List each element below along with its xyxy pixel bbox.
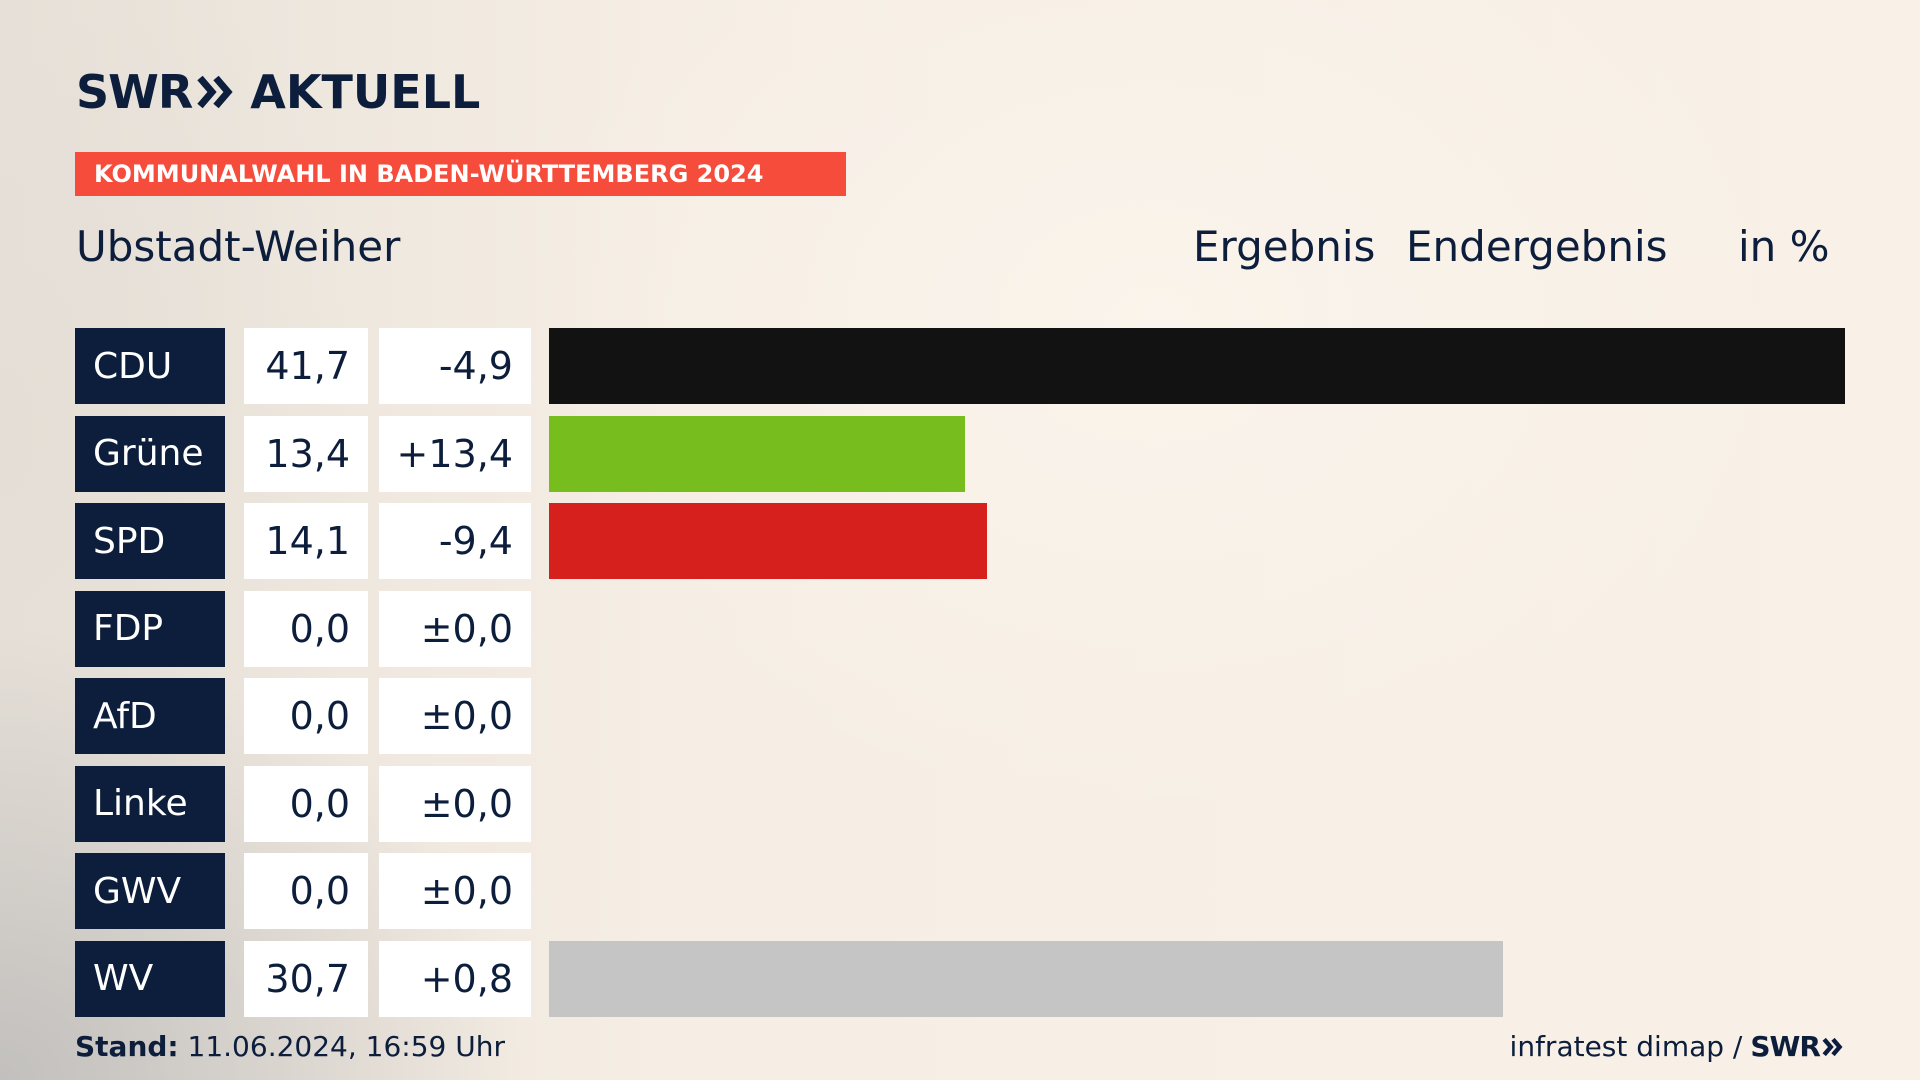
- party-label: WV: [75, 940, 225, 1017]
- result-row: SPD 14,1 -9,4: [0, 503, 1920, 579]
- footer-swr-logo: SWR: [1750, 1030, 1821, 1063]
- result-row: Linke 0,0 ±0,0: [0, 765, 1920, 842]
- result-value: 30,7: [244, 940, 368, 1017]
- party-label: GWV: [75, 853, 225, 929]
- result-value: 0,0: [244, 590, 368, 667]
- place-title: Ubstadt-Weiher: [76, 222, 401, 271]
- result-diff: +0,8: [379, 940, 531, 1017]
- footer-stand: Stand: 11.06.2024, 16:59 Uhr: [75, 1030, 505, 1063]
- header-result: Ergebnis: [1193, 222, 1376, 271]
- result-diff: +13,4: [379, 415, 531, 492]
- result-bar: [549, 415, 966, 492]
- result-row: FDP 0,0 ±0,0: [0, 590, 1920, 667]
- logo-aktuell-text: AKTUELL: [250, 65, 481, 119]
- result-diff: ±0,0: [379, 853, 531, 929]
- party-label: SPD: [75, 503, 225, 579]
- party-label: Linke: [75, 765, 225, 842]
- party-label: FDP: [75, 590, 225, 667]
- stand-label: Stand:: [75, 1030, 179, 1063]
- result-bar: [549, 328, 1845, 404]
- result-value: 0,0: [244, 853, 368, 929]
- result-row: AfD 0,0 ±0,0: [0, 678, 1920, 754]
- result-bar: [549, 940, 1504, 1017]
- double-chevron-icon: [197, 75, 233, 109]
- party-label: AfD: [75, 678, 225, 754]
- result-bar: [549, 503, 988, 579]
- header-unit: in %: [1738, 222, 1830, 271]
- source-text: infratest dimap /: [1509, 1030, 1743, 1063]
- result-row: CDU 41,7 -4,9: [0, 328, 1920, 404]
- party-label: CDU: [75, 328, 225, 404]
- swr-aktuell-logo: SWR AKTUELL: [76, 65, 481, 119]
- result-row: Grüne 13,4 +13,4: [0, 415, 1920, 492]
- election-banner: KOMMUNALWAHL IN BADEN-WÜRTTEMBERG 2024: [75, 152, 846, 196]
- result-row: GWV 0,0 ±0,0: [0, 853, 1920, 929]
- result-diff: -4,9: [379, 328, 531, 404]
- result-value: 14,1: [244, 503, 368, 579]
- footer-source: infratest dimap / SWR: [1510, 1030, 1844, 1063]
- stand-value: 11.06.2024, 16:59 Uhr: [187, 1030, 505, 1063]
- header-final: Endergebnis: [1406, 222, 1668, 271]
- result-row: WV 30,7 +0,8: [0, 940, 1920, 1017]
- result-value: 0,0: [244, 678, 368, 754]
- party-label: Grüne: [75, 415, 225, 492]
- result-diff: ±0,0: [379, 678, 531, 754]
- result-diff: ±0,0: [379, 765, 531, 842]
- result-value: 41,7: [244, 328, 368, 404]
- logo-swr-text: SWR: [76, 65, 193, 119]
- double-chevron-icon: [1822, 1037, 1843, 1056]
- result-diff: ±0,0: [379, 590, 531, 667]
- result-value: 13,4: [244, 415, 368, 492]
- result-value: 0,0: [244, 765, 368, 842]
- result-diff: -9,4: [379, 503, 531, 579]
